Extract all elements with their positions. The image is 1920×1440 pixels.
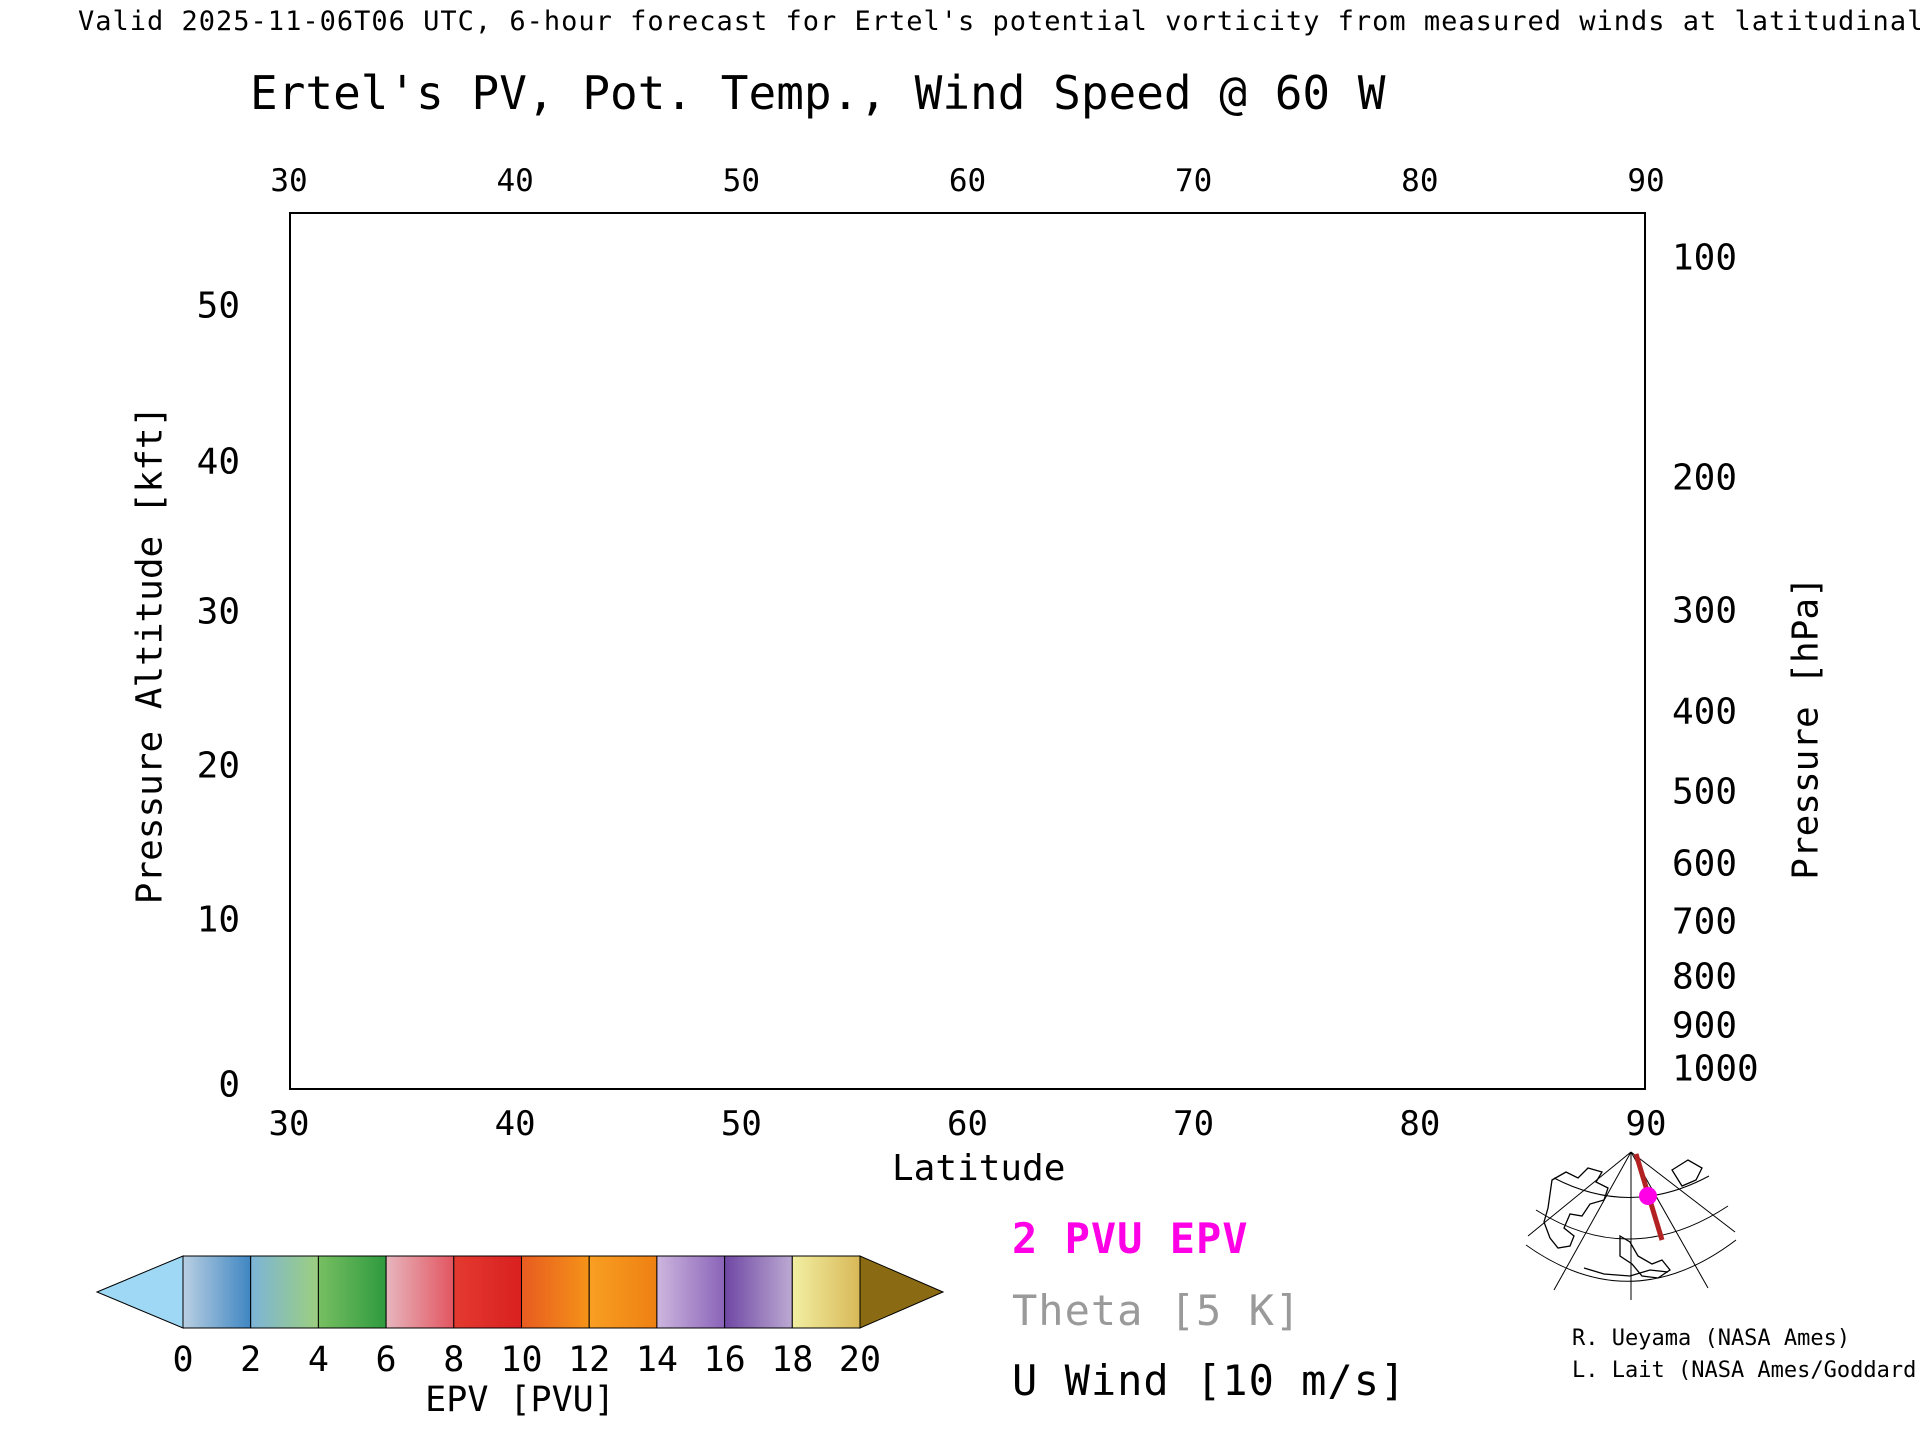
x-tick-label: 70 [1173,1104,1215,1144]
x-tick-label-top: 50 [722,163,760,199]
legend-theta: Theta [5 K] [1012,1286,1302,1335]
kft-tick-label: 10 [196,899,240,941]
colorbar-tick-label: 0 [172,1340,194,1380]
epv-colorbar [95,1255,945,1329]
map-location-marker [1639,1187,1657,1205]
map-graphic [1527,1151,1632,1237]
colorbar-tick-label: 14 [635,1340,678,1380]
map-graphic [1630,1151,1736,1233]
x-tick-label-top: 30 [270,163,308,199]
kft-tick-label: 20 [196,745,240,787]
colorbar-tick-label: 16 [703,1340,746,1380]
legend-2pvu-epv: 2 PVU EPV [1012,1214,1249,1263]
map-graphic [1619,1234,1671,1279]
colorbar-segment [656,1255,726,1329]
kft-tick-label: 40 [196,441,240,483]
x-tick-label: 50 [720,1104,762,1144]
location-map-inset [1525,1151,1737,1300]
colorbar-tick-label: 8 [443,1340,465,1380]
colorbar-segment [385,1255,455,1329]
x-tick-label-top: 80 [1401,163,1439,199]
x-tick-label: 90 [1625,1104,1667,1144]
hpa-tick-label: 700 [1672,901,1738,943]
x-tick-label: 80 [1399,1104,1441,1144]
kft-tick-label: 0 [218,1064,240,1106]
colorbar-tick-label: 2 [240,1340,262,1380]
hpa-tick-label: 200 [1672,457,1738,499]
x-tick-label: 60 [947,1104,988,1144]
legend-u-wind: U Wind [10 m/s] [1012,1356,1407,1405]
hpa-tick-label: 800 [1672,956,1738,998]
x-tick-label: 40 [494,1104,536,1144]
colorbar-segment [724,1255,793,1329]
cross-section-plot [289,212,1646,1090]
map-graphic [1671,1159,1703,1187]
credit-line-1: R. Ueyama (NASA Ames) [1572,1326,1851,1351]
colorbar-tick-label: 6 [375,1340,397,1380]
hpa-tick-label: 900 [1672,1005,1738,1047]
plot-border [289,212,1646,1090]
hpa-tick-label: 1000 [1672,1048,1759,1090]
map-graphic [1543,1167,1609,1249]
x-tick-label: 30 [268,1104,310,1144]
hpa-tick-label: 400 [1672,691,1738,733]
x-tick-label-top: 70 [1174,163,1213,199]
colorbar-tick-label: 20 [838,1340,882,1380]
hpa-tick-label: 100 [1672,237,1738,279]
colorbar-tick-label: 10 [500,1340,543,1380]
colorbar-under-arrow [95,1255,184,1329]
colorbar-segment [521,1255,590,1329]
colorbar-over-arrow [859,1255,945,1329]
colorbar-tick-label: 18 [771,1340,814,1380]
valid-timestamp-line: Valid 2025-11-06T06 UTC, 6-hour forecast… [78,6,1920,37]
colorbar-segment [588,1255,658,1329]
right-axis-title: Pressure [hPa] [1785,576,1827,880]
page-title: Ertel's PV, Pot. Temp., Wind Speed @ 60 … [250,66,1386,120]
colorbar-segment [317,1255,387,1329]
x-tick-label-top: 40 [496,163,534,199]
colorbar-title: EPV [PVU] [425,1380,615,1420]
colorbar-segment [250,1255,319,1329]
kft-tick-label: 30 [196,591,240,633]
colorbar-segment [791,1255,861,1329]
x-axis-title: Latitude [892,1148,1066,1189]
map-graphic [1583,1267,1669,1277]
x-tick-label-top: 60 [948,163,987,199]
credit-line-2: L. Lait (NASA Ames/Goddard) [1572,1358,1920,1383]
hpa-tick-label: 600 [1672,843,1738,885]
left-axis-title: Pressure Altitude [kft] [129,405,171,905]
colorbar-segment [182,1255,252,1329]
hpa-tick-label: 500 [1672,771,1738,813]
colorbar-tick-label: 12 [568,1340,611,1380]
colorbar-segment [453,1255,522,1329]
hpa-tick-label: 300 [1672,590,1738,632]
map-graphic [1535,1205,1729,1240]
map-graphic [1553,1151,1632,1291]
kft-tick-label: 50 [196,285,240,327]
x-tick-label-top: 90 [1627,163,1665,199]
colorbar-tick-label: 4 [307,1340,329,1380]
